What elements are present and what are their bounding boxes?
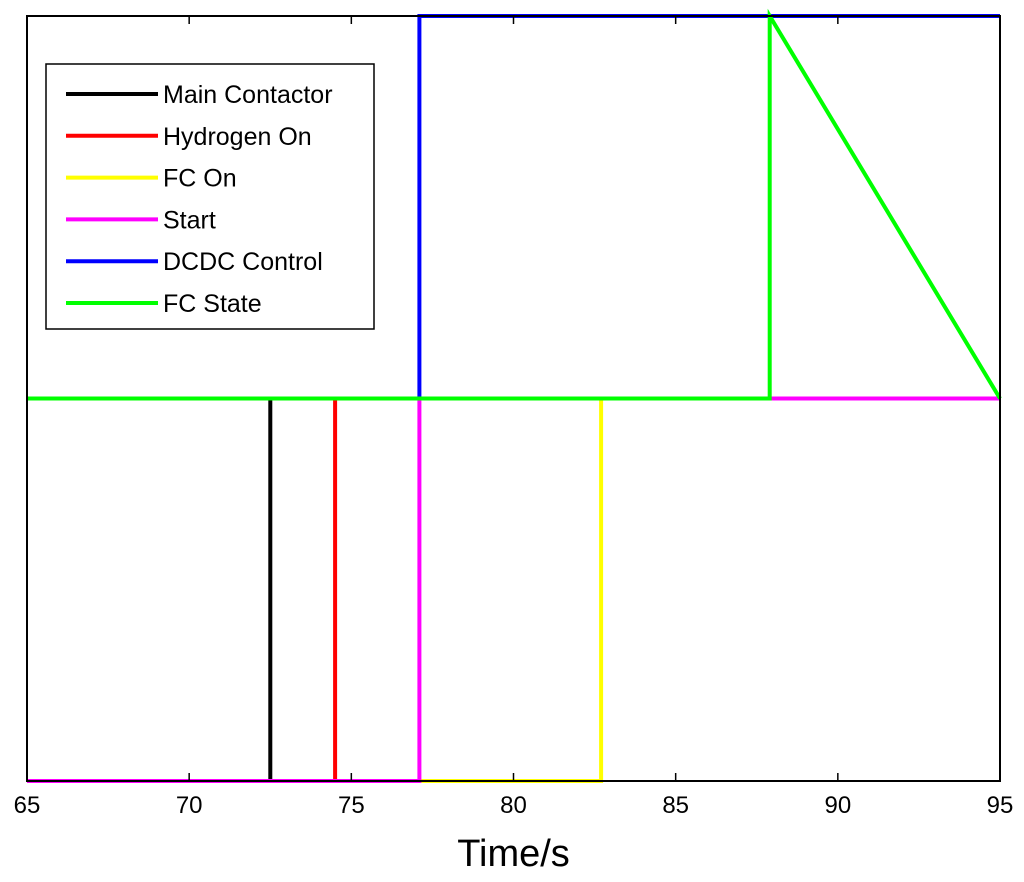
x-tick-label: 75 [338,792,365,819]
legend-label-fc-state: FC State [163,290,262,318]
legend-label-start: Start [163,206,216,234]
x-tick-label: 85 [662,792,689,819]
legend: Main Contactor Hydrogen On FC On Start DCDC … [45,63,375,330]
x-tick-label: 65 [14,792,41,819]
x-tick-label: 80 [500,792,527,819]
x-tick-label: 90 [824,792,851,819]
legend-label-fc-on: FC On [163,165,237,193]
legend-label-main-contactor: Main Contactor [163,81,333,109]
legend-label-hydrogen-on: Hydrogen On [163,123,312,151]
x-tick-label: 70 [176,792,203,819]
series-line-fc-state [27,8,1002,401]
x-axis-title: Time/s [457,833,570,875]
x-axis: 65 70 75 80 85 90 95 [14,16,1014,819]
legend-box [45,63,375,330]
legend-label-dcdc-control: DCDC Control [163,248,323,276]
x-tick-label: 95 [987,792,1014,819]
